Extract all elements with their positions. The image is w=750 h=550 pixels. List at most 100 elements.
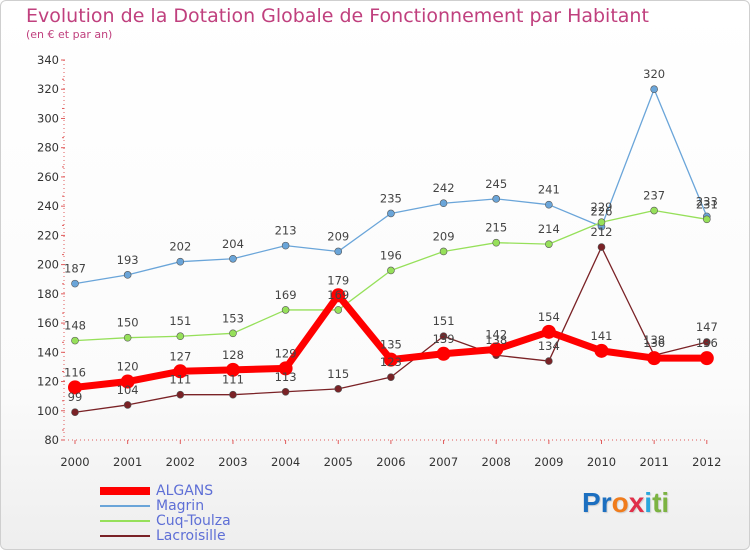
y-tick-label: 140 (37, 345, 59, 359)
legend-swatch-cuq-toulza (100, 520, 150, 522)
x-tick-label: 2012 (692, 455, 721, 469)
y-tick-label: 100 (37, 404, 59, 418)
data-label-cuq-toulza: 150 (117, 316, 139, 330)
data-label-lacroisille: 115 (327, 367, 349, 381)
x-tick-label: 2006 (376, 455, 405, 469)
legend-label-algans: ALGANS (156, 483, 214, 499)
data-label-lacroisille: 134 (538, 339, 560, 353)
data-point-cuq-toulza (545, 240, 553, 248)
y-tick-label: 80 (44, 433, 59, 447)
data-label-magrin: 320 (643, 67, 665, 81)
data-point-algans (173, 364, 188, 379)
data-label-magrin: 193 (117, 253, 139, 267)
data-point-algans (68, 380, 82, 395)
data-point-magrin (123, 271, 132, 279)
data-point-magrin (71, 279, 79, 288)
data-point-cuq-toulza (334, 306, 343, 314)
data-point-magrin (439, 199, 448, 208)
data-label-lacroisille: 123 (380, 355, 402, 369)
y-tick-label: 160 (37, 316, 59, 330)
legend-label-magrin: Magrin (156, 498, 205, 514)
data-point-lacroisille (176, 390, 185, 399)
data-label-lacroisille: 99 (68, 390, 83, 404)
data-point-cuq-toulza (702, 215, 711, 224)
data-label-lacroisille: 147 (696, 320, 718, 334)
data-label-cuq-toulza: 215 (485, 221, 507, 235)
data-label-algans: 129 (275, 346, 297, 360)
data-point-cuq-toulza (387, 266, 395, 275)
y-tick-label: 340 (37, 53, 59, 67)
x-tick-label: 2004 (271, 455, 300, 469)
y-tick-label: 200 (37, 258, 59, 272)
data-point-cuq-toulza (492, 238, 501, 247)
chart-title: Evolution de la Dotation Globale de Fonc… (26, 5, 649, 27)
data-label-algans: 120 (117, 360, 139, 374)
y-tick-label: 240 (37, 199, 59, 213)
data-point-lacroisille (439, 332, 448, 341)
x-tick-label: 2000 (60, 455, 89, 469)
legend: ALGANS Magrin Cuq-Toulza Lacroisille (100, 483, 260, 544)
data-point-cuq-toulza (123, 333, 132, 342)
series-lines (68, 85, 714, 417)
legend-swatch-algans (100, 487, 150, 495)
data-label-cuq-toulza: 169 (275, 288, 297, 302)
data-point-algans (383, 352, 398, 367)
data-label-lacroisille: 111 (222, 373, 244, 387)
legend-label-lacroisille: Lacroisille (156, 528, 226, 544)
data-point-algans (699, 351, 714, 366)
data-point-lacroisille (597, 243, 606, 251)
data-label-cuq-toulza: 153 (222, 311, 244, 325)
data-label-algans: 141 (591, 329, 613, 343)
data-point-algans (541, 324, 556, 339)
data-point-lacroisille (229, 390, 237, 399)
data-label-lacroisille: 138 (485, 333, 507, 347)
data-label-magrin: 202 (169, 240, 191, 254)
data-label-lacroisille: 138 (643, 333, 665, 347)
data-label-algans: 116 (64, 365, 86, 379)
y-tick-label: 260 (37, 170, 59, 184)
y-tick-label: 120 (37, 375, 59, 389)
data-point-magrin (492, 195, 501, 203)
x-tick-label: 2010 (587, 455, 616, 469)
data-point-algans (331, 288, 346, 303)
data-point-algans (120, 374, 135, 389)
legend-item-lacroisille: Lacroisille (100, 528, 260, 544)
y-tick-label: 280 (37, 141, 59, 155)
legend-swatch-magrin (100, 505, 150, 507)
data-label-algans: 127 (169, 349, 191, 363)
data-label-algans: 154 (538, 310, 560, 324)
data-point-magrin (650, 85, 658, 94)
data-label-magrin: 213 (275, 224, 297, 238)
data-point-lacroisille (545, 357, 553, 365)
data-point-lacroisille (281, 387, 290, 396)
data-label-algans: 136 (696, 336, 718, 350)
data-label-cuq-toulza: 148 (64, 319, 86, 333)
data-label-lacroisille: 113 (275, 370, 297, 384)
data-point-algans (436, 346, 451, 361)
data-label-magrin: 204 (222, 237, 244, 251)
data-point-lacroisille (702, 338, 711, 346)
data-point-lacroisille (71, 408, 79, 417)
data-label-cuq-toulza: 237 (643, 189, 665, 203)
y-tick-label: 320 (37, 82, 59, 96)
y-tick-label: 180 (37, 287, 59, 301)
data-point-magrin (176, 257, 185, 266)
data-label-cuq-toulza: 151 (169, 314, 191, 328)
data-point-cuq-toulza (281, 306, 290, 314)
data-label-lacroisille: 212 (591, 225, 613, 239)
x-tick-label: 2003 (218, 455, 247, 469)
data-label-cuq-toulza: 169 (327, 288, 349, 302)
proxiti-logo: Proxiti (582, 487, 670, 518)
data-label-cuq-toulza: 209 (433, 229, 455, 243)
data-point-algans (489, 342, 504, 357)
data-label-lacroisille: 151 (433, 314, 455, 328)
axes: 80 100 120 140 160 180 200 220 240 260 280 300 320 34… (37, 53, 721, 469)
data-label-magrin: 235 (380, 191, 402, 205)
data-point-magrin (281, 241, 290, 250)
data-label-algans: 136 (643, 336, 665, 350)
x-tick-label: 2002 (166, 455, 195, 469)
data-point-cuq-toulza (229, 329, 237, 338)
data-point-magrin (334, 247, 343, 256)
data-point-magrin (545, 200, 553, 209)
